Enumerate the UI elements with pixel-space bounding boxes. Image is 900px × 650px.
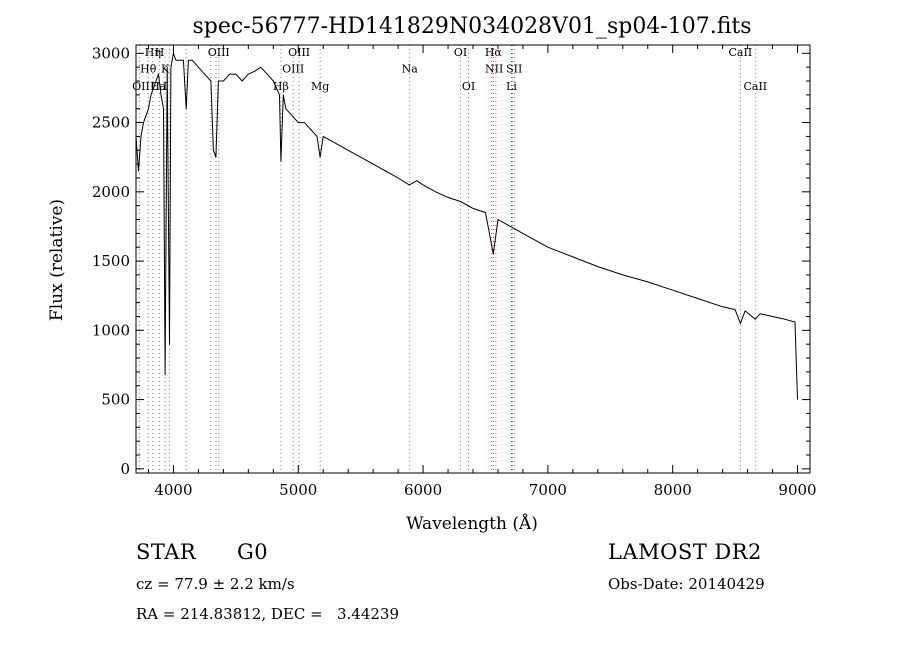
x-tick-label: 9000: [778, 481, 816, 499]
x-axis-label: Wavelength (Å): [406, 513, 538, 534]
spectral-line-label: OIII: [288, 46, 310, 59]
chart-title: spec-56777-HD141829N034028V01_sp04-107.f…: [192, 14, 751, 39]
spectral-line-label: SII: [506, 63, 522, 76]
plot-frame: [135, 44, 811, 474]
spectral-line-label: NII: [485, 63, 503, 76]
object-class: STAR: [136, 540, 197, 564]
x-tick-label: 7000: [529, 481, 567, 499]
spectral-line-label: OIII: [282, 63, 304, 76]
axes: 4000 5000 6000 7000 8000 9000 0 500 1000 1500 2000…: [92, 44, 817, 499]
y-tick-label: 3000: [92, 44, 130, 62]
spectral-line-label: I: [163, 80, 167, 93]
spectral-line-label: Hη: [145, 46, 161, 59]
object-subclass: G0: [237, 540, 269, 564]
spectral-line-label: K: [161, 63, 170, 76]
spectral-line-label: H: [150, 80, 160, 93]
y-tick-label: 1500: [92, 252, 130, 270]
redshift-value: cz = 77.9 ± 2.2 km/s: [136, 575, 295, 593]
y-tick-label: 2000: [92, 183, 130, 201]
y-tick-label: 2500: [92, 114, 130, 132]
y-axis-label: Flux (relative): [47, 199, 67, 321]
spectral-line-label: OIII: [208, 46, 230, 59]
y-tick-label: 500: [101, 391, 130, 409]
spectral-line-label: Hα: [485, 46, 503, 59]
x-tick-label: 6000: [404, 481, 442, 499]
spectral-line-label: H: [155, 46, 165, 59]
spectral-line-label: CaII: [729, 46, 753, 59]
coordinates: RA = 214.83812, DEC = 3.44239: [136, 605, 400, 623]
observation-date: Obs-Date: 20140429: [608, 575, 765, 593]
spectral-line-label: Ca: [151, 80, 166, 93]
spectral-line-label: Na: [402, 63, 419, 76]
spectral-line-label: Mg: [311, 80, 329, 93]
spectral-line-label: OII: [132, 80, 150, 93]
spectral-line-label: OI: [462, 80, 475, 93]
spectrum-line-0: [135, 52, 798, 400]
survey-name: LAMOST DR2: [608, 540, 762, 564]
spectrum-series: [135, 52, 798, 400]
spectral-line-label: Hβ: [273, 80, 289, 93]
spectral-line-label: CaII: [743, 80, 767, 93]
x-tick-label: 4000: [154, 481, 192, 499]
spectral-line-label: Hθ: [140, 63, 157, 76]
spectral-line-label: OI: [454, 46, 467, 59]
spectral-line-label: Li: [506, 80, 517, 93]
x-tick-label: 8000: [654, 481, 692, 499]
y-tick-label: 1000: [92, 321, 130, 339]
spectral-line-markers: [138, 45, 756, 473]
x-tick-label: 5000: [279, 481, 317, 499]
y-tick-label: 0: [120, 460, 130, 478]
